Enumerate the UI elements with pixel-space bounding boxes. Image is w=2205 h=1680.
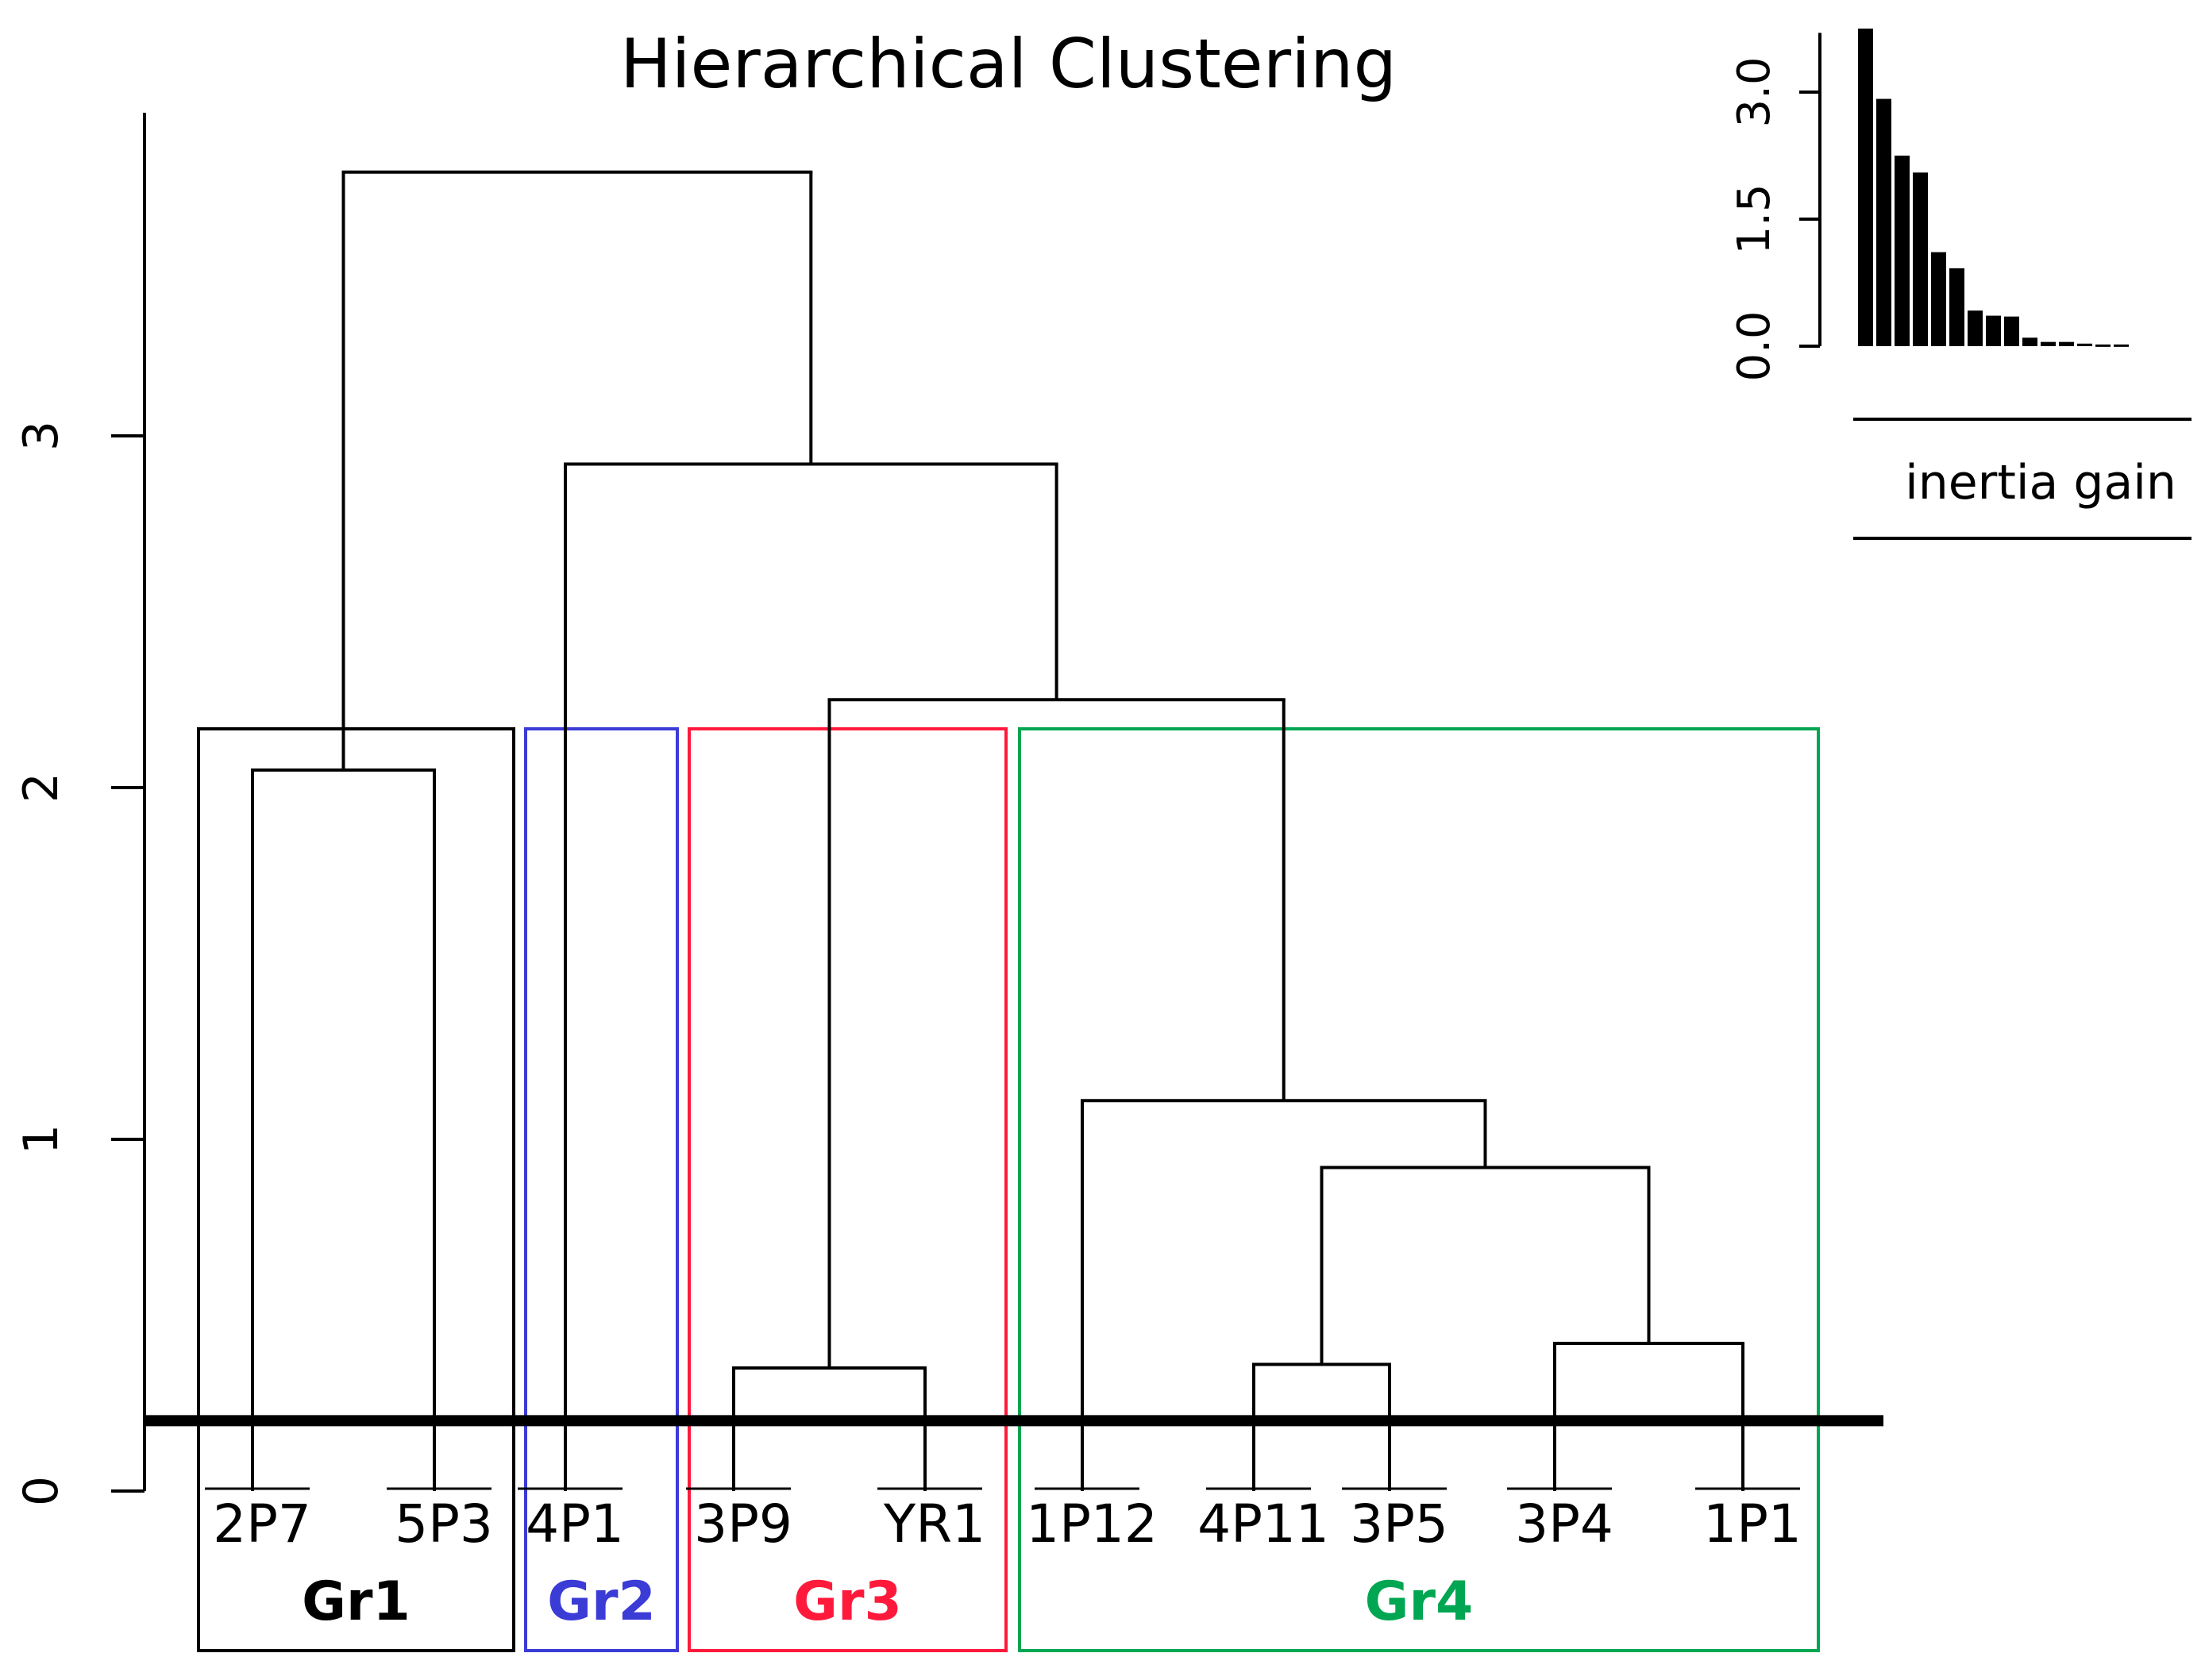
group-label-gr2: Gr2 [547, 1570, 656, 1633]
leaf-labels: 2P7 5P3 4P1 3P9 YR1 1P12 4P11 3P5 3P4 1P1 [213, 1493, 1802, 1555]
inset-bar-10 [2022, 337, 2037, 346]
dendrogram-tree [145, 170, 1883, 1491]
leaf-label-3p9: 3P9 [694, 1493, 792, 1555]
inset-bar-3 [1895, 156, 1910, 346]
inset-bar-5 [1931, 252, 1946, 346]
inset-bar-4 [1913, 172, 1928, 346]
chart-title: Hierarchical Clustering [620, 25, 1397, 104]
group-box-gr4 [1018, 727, 1820, 1652]
group-box-gr2 [524, 727, 679, 1652]
group-label-gr1: Gr1 [302, 1570, 411, 1633]
leaf-label-4p11: 4P11 [1197, 1493, 1329, 1555]
inset-bar-6 [1949, 268, 1964, 346]
leaf-label-4p1: 4P1 [526, 1493, 624, 1555]
inset-bar-1 [1858, 29, 1873, 346]
leaf-label-yr1: YR1 [883, 1493, 985, 1555]
group-box-gr1 [197, 727, 515, 1652]
inset-bar-2 [1876, 98, 1891, 347]
inset-bar-9 [2004, 316, 2019, 346]
leaf-label-2p7: 2P7 [213, 1493, 311, 1555]
inset-bar-14 [2095, 344, 2111, 347]
group-boxes [197, 727, 1820, 1652]
inset-bar-8 [1986, 315, 2001, 346]
group-labels: Gr1 Gr2 Gr3 Gr4 [302, 1570, 1473, 1633]
group-box-gr3 [688, 727, 1008, 1652]
group-label-gr3: Gr3 [793, 1570, 902, 1633]
y-tick-label-0: 0 [13, 1476, 69, 1506]
y-tick-label-3: 3 [13, 421, 69, 451]
inset-y-tick-label-3-0: 3.0 [1729, 56, 1780, 127]
inset-y-tick-label-0-0: 0.0 [1729, 310, 1780, 381]
leaf-label-5p3: 5P3 [395, 1493, 493, 1555]
inset-bar-11 [2041, 341, 2056, 346]
inset-bar-7 [1968, 310, 1983, 346]
inset-bar-15 [2114, 344, 2129, 347]
leaf-label-3p4: 3P4 [1515, 1493, 1613, 1555]
y-tick-label-2: 2 [13, 773, 69, 803]
group-label-gr4: Gr4 [1365, 1570, 1474, 1633]
leaf-label-1p12: 1P12 [1026, 1493, 1158, 1555]
y-axis: 0 1 2 3 [13, 113, 146, 1506]
leaf-label-3p5: 3P5 [1350, 1493, 1448, 1555]
inset-y-tick-label-1-5: 1.5 [1729, 183, 1780, 254]
y-tick-label-1: 1 [13, 1124, 69, 1154]
inertia-inset: 0.0 1.5 3.0 inertia gain [1729, 29, 2192, 540]
inset-bar-12 [2059, 341, 2074, 346]
inset-label: inertia gain [1905, 455, 2176, 511]
leaf-label-1p1: 1P1 [1703, 1493, 1802, 1555]
inset-bar-13 [2077, 343, 2092, 346]
